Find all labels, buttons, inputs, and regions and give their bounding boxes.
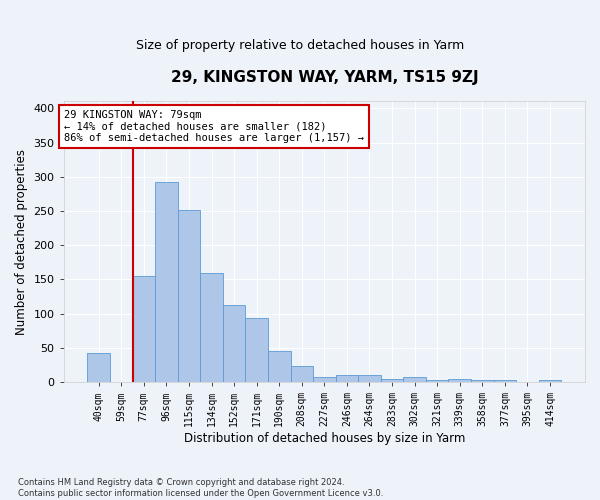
Bar bbox=[335, 376, 358, 382]
Bar bbox=[313, 376, 335, 382]
Bar bbox=[471, 380, 494, 382]
Y-axis label: Number of detached properties: Number of detached properties bbox=[15, 149, 28, 335]
Bar bbox=[245, 318, 268, 382]
Title: 29, KINGSTON WAY, YARM, TS15 9ZJ: 29, KINGSTON WAY, YARM, TS15 9ZJ bbox=[170, 70, 478, 85]
Bar bbox=[403, 376, 426, 382]
Bar bbox=[358, 376, 381, 382]
Bar bbox=[223, 305, 245, 382]
Bar bbox=[448, 380, 471, 382]
Bar bbox=[88, 354, 110, 382]
Text: Size of property relative to detached houses in Yarm: Size of property relative to detached ho… bbox=[136, 40, 464, 52]
Text: 29 KINGSTON WAY: 79sqm
← 14% of detached houses are smaller (182)
86% of semi-de: 29 KINGSTON WAY: 79sqm ← 14% of detached… bbox=[64, 110, 364, 143]
Bar bbox=[426, 380, 448, 382]
Bar bbox=[539, 380, 562, 382]
Bar bbox=[155, 182, 178, 382]
X-axis label: Distribution of detached houses by size in Yarm: Distribution of detached houses by size … bbox=[184, 432, 465, 445]
Bar bbox=[268, 350, 290, 382]
Bar bbox=[133, 276, 155, 382]
Bar bbox=[381, 378, 403, 382]
Bar bbox=[178, 210, 200, 382]
Bar bbox=[494, 380, 516, 382]
Bar bbox=[200, 272, 223, 382]
Bar bbox=[290, 366, 313, 382]
Text: Contains HM Land Registry data © Crown copyright and database right 2024.
Contai: Contains HM Land Registry data © Crown c… bbox=[18, 478, 383, 498]
